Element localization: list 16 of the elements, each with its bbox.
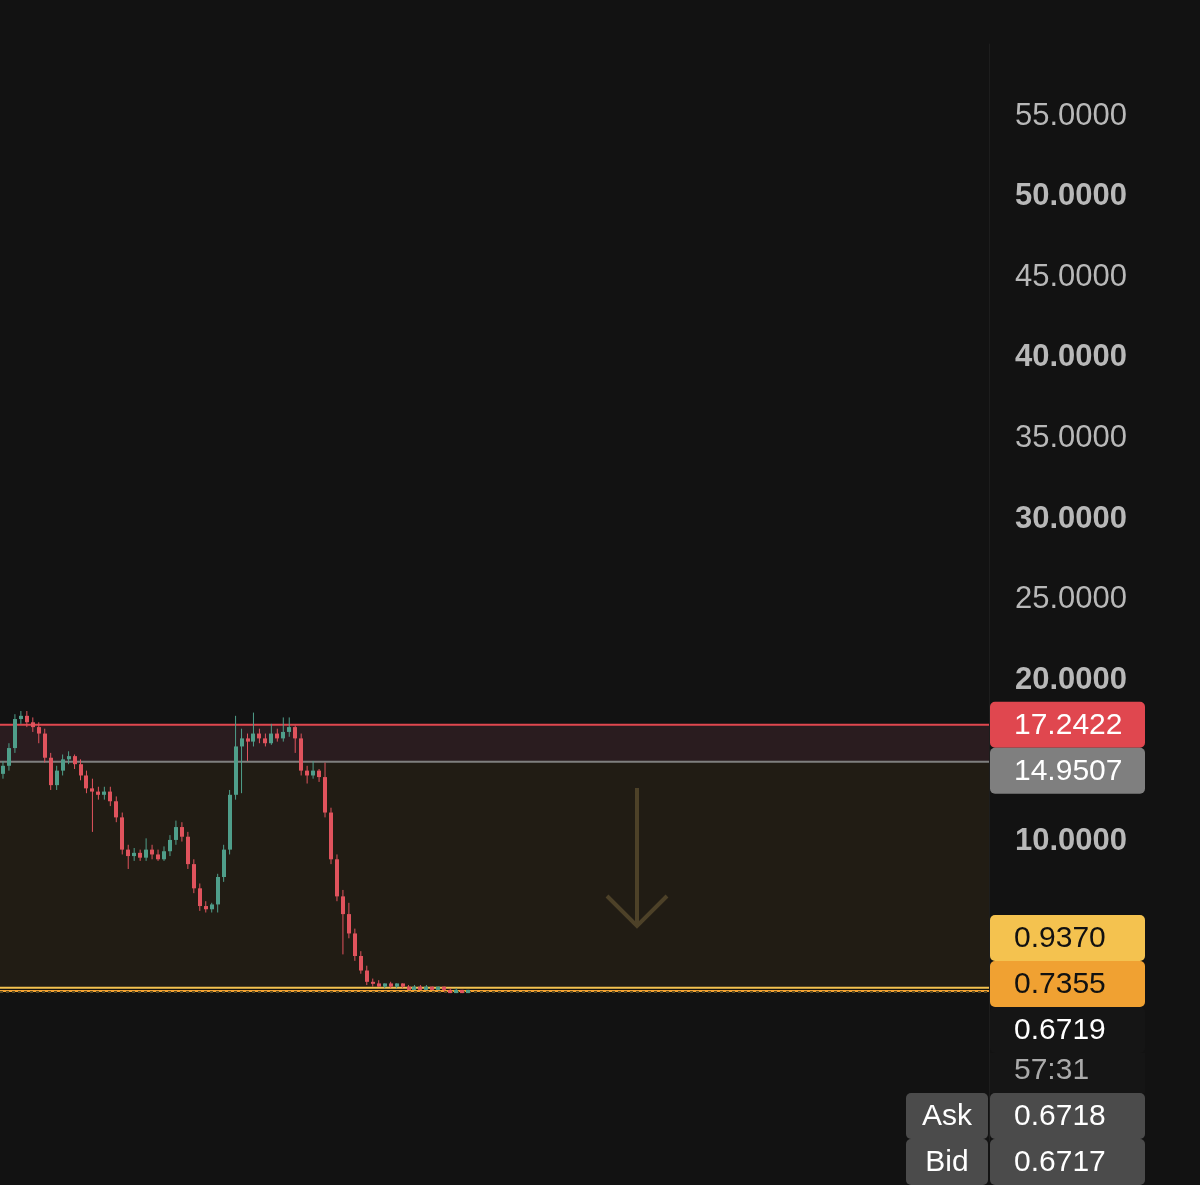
y-tick-label: 50.0000 xyxy=(1015,177,1128,213)
text: Ask 0.6718 xyxy=(921,1098,1106,1132)
ref-line-label: 14.9507 xyxy=(1014,753,1123,787)
y-tick-label: 25.0000 xyxy=(1015,580,1128,616)
text: Bid 0.6717 xyxy=(925,1144,1106,1178)
ref-line-label: 0.7355 xyxy=(1014,966,1106,1000)
ref-line-label: 0.6719 57:31 xyxy=(1014,1012,1106,1086)
y-tick-label: 35.0000 xyxy=(1015,419,1128,455)
ref-line-label: 0.9370 xyxy=(1014,920,1106,954)
y-tick-label: 10.0000 xyxy=(1015,822,1128,858)
y-tick-label: 30.0000 xyxy=(1015,499,1128,535)
ref-line-label: 17.2422 xyxy=(1014,707,1123,741)
y-tick-label: 20.0000 xyxy=(1015,660,1128,696)
y-tick-label: 40.0000 xyxy=(1015,338,1128,374)
y-tick-label: 55.0000 xyxy=(1015,96,1128,132)
y-tick-label: 45.0000 xyxy=(1015,257,1128,293)
